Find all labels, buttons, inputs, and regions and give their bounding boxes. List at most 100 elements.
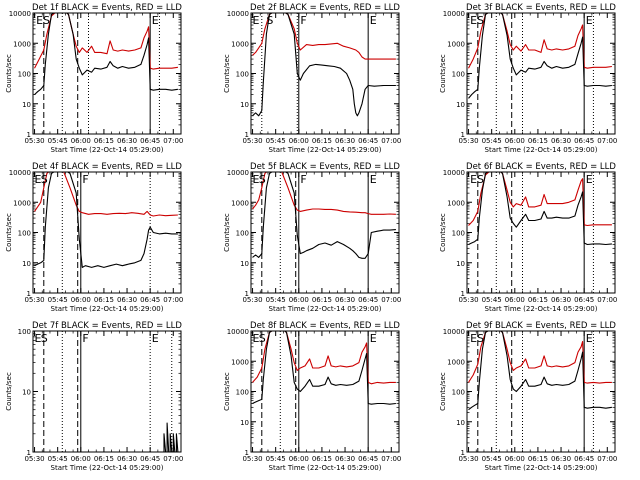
panel-title: Det 5f BLACK = Events, RED = LLD — [250, 162, 400, 172]
y-tick-label: 1000 — [231, 199, 249, 207]
x-tick-label: 05:30 — [24, 296, 44, 304]
x-tick-label: 06:30 — [117, 455, 137, 463]
events-series-line — [252, 331, 396, 405]
detector-panel-5: Det 5f BLACK = Events, RED = LLD 1 10 100 10… — [223, 162, 401, 313]
plot-frame — [250, 330, 400, 453]
event-lines — [43, 331, 173, 452]
segment-marker: E — [586, 14, 593, 27]
y-tick-label: 100 — [18, 328, 31, 336]
plot-frame — [250, 12, 400, 135]
y-axis-label: Counts/sec — [439, 372, 447, 411]
x-axis-label: Start Time (22-Oct-14 05:29:00) — [485, 464, 598, 472]
plot-frame — [466, 330, 616, 453]
detector-panel-8: Det 8f BLACK = Events, RED = LLD 1 10 100 10… — [223, 321, 401, 472]
panel-title: Det 8f BLACK = Events, RED = LLD — [250, 321, 400, 331]
x-axis-label: Start Time (22-Oct-14 05:29:00) — [51, 464, 164, 472]
segment-markers: ES E — [470, 173, 593, 186]
y-tick-label: 1 — [461, 131, 465, 139]
y-tick-label: 10 — [240, 101, 249, 109]
x-tick-label: 06:00 — [289, 137, 309, 145]
segment-marker: F — [300, 173, 306, 186]
x-tick-label: 06:00 — [505, 455, 525, 463]
lld-series-line — [468, 331, 612, 384]
events-series-line — [34, 172, 178, 268]
y-tick-label: 10 — [456, 419, 465, 427]
y-tick-label: 1 — [27, 290, 31, 298]
panel-title: Det 3f BLACK = Events, RED = LLD — [466, 3, 616, 13]
x-tick-label: 06:30 — [117, 137, 137, 145]
event-lines — [477, 331, 594, 452]
x-tick-label: 06:45 — [140, 455, 160, 463]
event-lines — [261, 13, 369, 134]
y-tick-label: 1000 — [13, 199, 31, 207]
segment-marker: ES — [470, 173, 484, 186]
event-lines — [43, 13, 160, 134]
x-tick-label: 06:15 — [94, 137, 114, 145]
event-lines — [261, 172, 369, 293]
x-tick-label: 06:00 — [505, 296, 525, 304]
plot-frame — [32, 330, 182, 453]
x-tick-label: 06:15 — [528, 137, 548, 145]
y-tick-label: 100 — [452, 389, 465, 397]
x-tick-label: 06:45 — [574, 455, 594, 463]
x-axis-label: Start Time (22-Oct-14 05:29:00) — [269, 146, 382, 154]
y-axis-label: Counts/sec — [439, 213, 447, 252]
x-axis: 05:30 05:45 06:00 06:15 06:30 06:45 07:00 — [24, 13, 183, 145]
x-axis: 05:30 05:45 06:00 06:15 06:30 06:45 07:00 — [458, 13, 617, 145]
x-tick-label: 05:45 — [266, 137, 286, 145]
y-axis: 1 10 100 1000 10000 — [443, 10, 615, 139]
y-tick-label: 100 — [18, 230, 31, 238]
y-tick-label: 1 — [461, 449, 465, 457]
y-tick-label: 1000 — [13, 40, 31, 48]
y-axis: 1 10 100 1000 10000 — [227, 169, 399, 298]
segment-marker: S — [266, 14, 273, 27]
segment-marker: E — [370, 173, 377, 186]
y-tick-label: 10000 — [443, 169, 465, 177]
events-series-line — [468, 172, 612, 246]
panel-title: Det 6f BLACK = Events, RED = LLD — [466, 162, 616, 172]
x-tick-label: 06:45 — [358, 296, 378, 304]
x-tick-label: 05:45 — [48, 137, 68, 145]
lld-series-line — [34, 13, 178, 70]
x-tick-label: 06:30 — [117, 296, 137, 304]
x-tick-label: 06:00 — [71, 455, 91, 463]
x-tick-label: 05:30 — [24, 455, 44, 463]
detector-panel-2: Det 2f BLACK = Events, RED = LLD 1 10 100 10… — [223, 3, 401, 154]
panel-title: Det 9f BLACK = Events, RED = LLD — [466, 321, 616, 331]
x-axis: 05:30 05:45 06:00 06:15 06:30 06:45 07:00 — [24, 331, 183, 463]
x-tick-label: 06:45 — [574, 137, 594, 145]
y-tick-label: 100 — [236, 230, 249, 238]
y-axis: 1 10 100 1000 10000 — [9, 169, 181, 298]
y-tick-label: 1 — [27, 131, 31, 139]
segment-marker: F — [82, 332, 88, 345]
x-tick-label: 05:30 — [24, 137, 44, 145]
x-tick-label: 06:45 — [574, 296, 594, 304]
segment-marker: S — [259, 332, 266, 345]
panel-title: Det 1f BLACK = Events, RED = LLD — [32, 3, 182, 13]
segment-marker: E — [370, 14, 377, 27]
y-tick-label: 1000 — [447, 358, 465, 366]
segment-marker: S — [259, 173, 266, 186]
series-group — [252, 331, 396, 405]
plot-frame — [466, 171, 616, 294]
series-group — [468, 172, 612, 246]
y-tick-label: 1 — [245, 131, 249, 139]
x-axis-label: Start Time (22-Oct-14 05:29:00) — [485, 305, 598, 313]
x-tick-label: 06:00 — [71, 296, 91, 304]
segment-markers: ES E — [36, 14, 159, 27]
y-tick-label: 100 — [236, 389, 249, 397]
x-tick-label: 06:15 — [312, 137, 332, 145]
series-group — [162, 422, 179, 452]
detector-panel-7: Det 7f BLACK = Events, RED = LLD 1 10 100 Co… — [5, 321, 183, 472]
y-axis-label: Counts/sec — [223, 54, 231, 93]
y-axis: 1 10 100 1000 10000 — [227, 10, 399, 139]
series-group — [252, 172, 396, 259]
lld-series-line — [252, 331, 396, 385]
y-tick-label: 1000 — [231, 40, 249, 48]
y-tick-label: 1 — [245, 449, 249, 457]
segment-marker: E — [35, 173, 42, 186]
x-tick-label: 05:45 — [48, 455, 68, 463]
y-tick-label: 10 — [456, 260, 465, 268]
